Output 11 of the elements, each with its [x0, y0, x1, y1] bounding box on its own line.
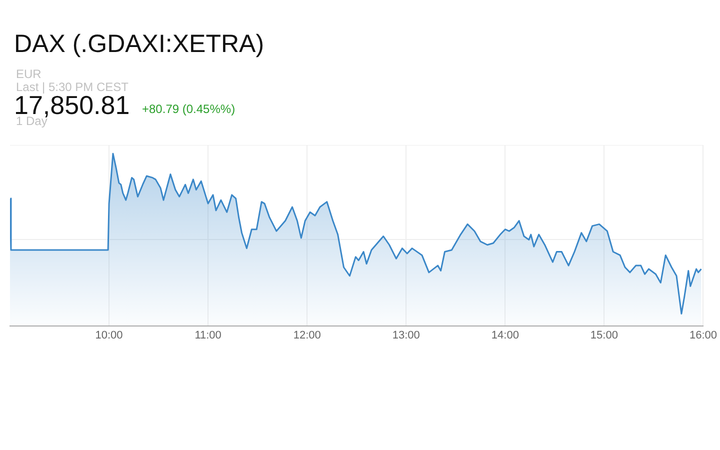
- x-tick-label: 11:00: [194, 329, 222, 342]
- text: EUR: [16, 67, 42, 81]
- x-tick-label: 12:00: [293, 329, 321, 342]
- x-tick-label: 15:00: [590, 329, 618, 342]
- chart-title: DAX (.GDAXI:XETRA): [14, 30, 264, 59]
- text: Last | 5:30 PM CEST: [16, 80, 128, 94]
- x-tick-label: 16:00: [689, 329, 717, 342]
- x-tick-label: 10:00: [95, 329, 123, 342]
- text: +80.79 (0.45%%): [142, 102, 236, 116]
- x-tick-label: 13:00: [392, 329, 420, 342]
- x-tick-label: 14:00: [491, 329, 519, 342]
